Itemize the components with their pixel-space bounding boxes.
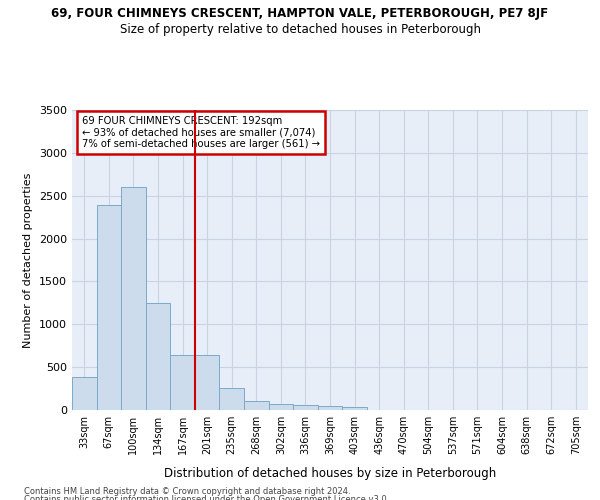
Bar — [97, 205, 121, 410]
Text: Contains HM Land Registry data © Crown copyright and database right 2024.: Contains HM Land Registry data © Crown c… — [24, 488, 350, 496]
Text: Distribution of detached houses by size in Peterborough: Distribution of detached houses by size … — [164, 467, 496, 480]
Bar — [293, 405, 318, 410]
Text: Size of property relative to detached houses in Peterborough: Size of property relative to detached ho… — [119, 22, 481, 36]
Text: Contains public sector information licensed under the Open Government Licence v3: Contains public sector information licen… — [24, 495, 389, 500]
Bar — [146, 303, 170, 410]
Text: 69 FOUR CHIMNEYS CRESCENT: 192sqm
← 93% of detached houses are smaller (7,074)
7: 69 FOUR CHIMNEYS CRESCENT: 192sqm ← 93% … — [82, 116, 320, 149]
Bar — [72, 376, 97, 410]
Bar — [244, 402, 269, 410]
Bar — [220, 388, 244, 410]
Bar — [121, 187, 146, 410]
Bar — [318, 406, 342, 410]
Bar — [269, 404, 293, 410]
Bar — [170, 355, 195, 410]
Y-axis label: Number of detached properties: Number of detached properties — [23, 172, 34, 348]
Bar — [195, 355, 220, 410]
Bar — [342, 408, 367, 410]
Text: 69, FOUR CHIMNEYS CRESCENT, HAMPTON VALE, PETERBOROUGH, PE7 8JF: 69, FOUR CHIMNEYS CRESCENT, HAMPTON VALE… — [52, 8, 548, 20]
